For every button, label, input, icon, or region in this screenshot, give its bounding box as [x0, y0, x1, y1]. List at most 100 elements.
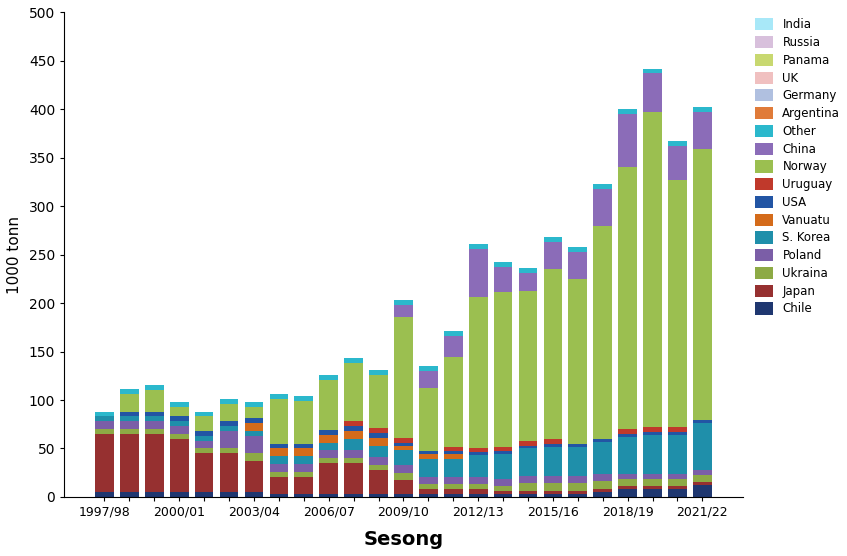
Bar — [170, 439, 189, 492]
Bar — [419, 489, 438, 494]
Bar — [544, 446, 562, 475]
Bar — [369, 465, 388, 470]
Bar — [394, 465, 412, 473]
Bar — [469, 244, 488, 249]
Bar — [444, 484, 462, 489]
Bar — [544, 475, 562, 483]
Bar — [295, 471, 313, 476]
Bar — [693, 483, 711, 485]
Bar — [369, 428, 388, 433]
Bar — [469, 489, 488, 494]
Bar — [394, 450, 412, 465]
Bar — [444, 358, 462, 446]
Bar — [269, 464, 288, 471]
Bar — [469, 453, 488, 455]
Bar — [245, 402, 263, 407]
Bar — [594, 481, 612, 489]
Bar — [245, 431, 263, 436]
Bar — [594, 474, 612, 481]
Bar — [295, 401, 313, 444]
Bar — [170, 402, 189, 407]
Bar — [344, 431, 363, 439]
Bar — [95, 434, 113, 492]
Bar — [494, 491, 512, 494]
Bar — [95, 492, 113, 497]
Bar — [544, 491, 562, 494]
Bar — [95, 411, 113, 416]
Bar — [618, 479, 637, 486]
Bar — [469, 484, 488, 489]
Bar — [594, 439, 612, 441]
Bar — [269, 399, 288, 444]
Bar — [444, 451, 462, 454]
Bar — [444, 446, 462, 451]
Bar — [444, 476, 462, 484]
Bar — [295, 494, 313, 497]
Bar — [643, 486, 662, 489]
Bar — [369, 494, 388, 497]
Bar — [344, 463, 363, 494]
Bar — [219, 431, 238, 449]
Bar — [344, 421, 363, 426]
Bar — [369, 457, 388, 465]
Bar — [295, 449, 313, 456]
Bar — [369, 445, 388, 457]
Bar — [518, 494, 537, 497]
Bar — [245, 423, 263, 431]
Bar — [319, 375, 338, 380]
Bar — [120, 416, 139, 421]
Bar — [219, 399, 238, 404]
Bar — [195, 411, 213, 416]
Bar — [643, 112, 662, 427]
Bar — [269, 449, 288, 456]
Bar — [269, 471, 288, 476]
Bar — [568, 483, 587, 491]
Bar — [544, 269, 562, 439]
Legend: India, Russia, Panama, UK, Germany, Argentina, Other, China, Norway, Uruguay, US: India, Russia, Panama, UK, Germany, Arge… — [756, 18, 840, 315]
Bar — [668, 432, 687, 435]
Bar — [494, 262, 512, 267]
Bar — [518, 449, 537, 475]
Bar — [693, 420, 711, 423]
Bar — [494, 446, 512, 451]
Bar — [444, 489, 462, 494]
Bar — [219, 449, 238, 453]
Bar — [195, 453, 213, 492]
Bar — [594, 184, 612, 189]
Bar — [419, 454, 438, 459]
Bar — [394, 305, 412, 317]
Bar — [518, 491, 537, 494]
Bar — [518, 273, 537, 291]
Bar — [394, 300, 412, 305]
Bar — [618, 434, 637, 437]
Bar — [319, 450, 338, 458]
Bar — [170, 416, 189, 421]
Bar — [469, 494, 488, 497]
Bar — [319, 443, 338, 450]
Bar — [668, 479, 687, 486]
Bar — [269, 456, 288, 464]
Bar — [544, 242, 562, 269]
Bar — [693, 423, 711, 470]
Bar — [120, 394, 139, 411]
Bar — [444, 331, 462, 336]
Bar — [668, 146, 687, 180]
Bar — [693, 149, 711, 420]
Bar — [568, 491, 587, 494]
Bar — [170, 492, 189, 497]
Bar — [319, 458, 338, 463]
Bar — [145, 434, 163, 492]
Bar — [319, 463, 338, 494]
Bar — [344, 426, 363, 431]
Bar — [295, 444, 313, 449]
Bar — [419, 366, 438, 371]
Bar — [469, 455, 488, 476]
Bar — [319, 494, 338, 497]
Bar — [369, 470, 388, 494]
Bar — [594, 441, 612, 474]
Bar — [518, 483, 537, 491]
Bar — [394, 317, 412, 438]
Bar — [269, 444, 288, 449]
Bar — [568, 247, 587, 252]
Bar — [95, 421, 113, 429]
